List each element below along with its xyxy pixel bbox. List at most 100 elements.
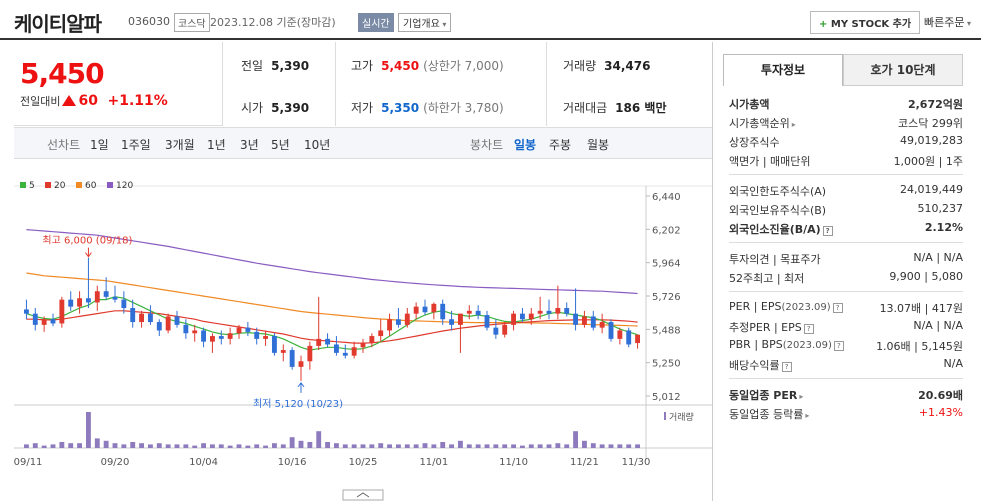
low-price: 저가 5,350 (하한가 3,780)	[351, 101, 504, 115]
candle-body	[511, 313, 517, 325]
candle-body	[59, 299, 65, 324]
candle-weekly[interactable]: 주봉	[549, 138, 572, 152]
help-icon[interactable]: ?	[832, 303, 843, 313]
open-price: 시가 5,390	[241, 101, 310, 115]
candle-body	[342, 352, 348, 356]
quick-order-button[interactable]: 빠른주문 ▾	[924, 14, 971, 30]
help-icon[interactable]: ?	[803, 324, 814, 334]
candle-body	[316, 338, 322, 346]
period-3y[interactable]: 3년	[240, 138, 259, 152]
help-icon[interactable]: ?	[833, 341, 844, 351]
current-price-panel: 5,450 전일대비 60 +1.11%	[14, 42, 222, 126]
volume-bar	[130, 442, 136, 448]
market-badge: 코스닥	[174, 13, 210, 32]
volume-bar	[369, 444, 375, 448]
candle-body	[555, 308, 561, 314]
candle-body	[422, 306, 428, 313]
volume-bar	[360, 444, 366, 448]
y-tick-label: 5,726	[652, 292, 681, 303]
mystock-label: MY STOCK 추가	[830, 19, 912, 30]
period-10y[interactable]: 10년	[304, 138, 331, 152]
realtime-button[interactable]: 실시간	[358, 13, 394, 32]
price-date: 2023.12.08 기준(장마감)	[210, 16, 336, 29]
volume-bar	[608, 444, 614, 448]
candle-body	[280, 350, 286, 353]
volume-bar	[316, 431, 322, 448]
candle-body	[23, 309, 29, 314]
invest-row-label: 외국인소진율(B/A)?	[729, 221, 833, 237]
candle-body	[32, 313, 38, 325]
volume-bar	[466, 444, 472, 448]
prev-close: 전일 5,390	[241, 59, 310, 73]
invest-row: 시가총액순위 ▸ 코스닥 299위	[729, 113, 963, 132]
volume-bar	[209, 444, 215, 448]
quote-grid: 전일 5,390 고가 5,450 (상한가 7,000) 거래량 34,476 시가 5…	[222, 42, 712, 126]
x-tick-label: 10/25	[349, 457, 378, 468]
invest-row-value: N/A | N/A	[913, 251, 963, 264]
candle-body	[298, 361, 304, 367]
chevron-right-icon: ▸	[799, 392, 804, 401]
candle-body	[218, 336, 224, 339]
candle-body	[564, 308, 570, 314]
invest-row-value: N/A	[943, 357, 963, 370]
corp-info-dropdown[interactable]: 기업개요 ▾	[398, 13, 452, 32]
x-tick-label: 11/21	[570, 457, 599, 468]
x-tick-label: 11/30	[622, 457, 651, 468]
invest-row-label[interactable]: 시가총액순위 ▸	[729, 117, 796, 130]
quick-order-label: 빠른주문	[924, 16, 965, 29]
candle-body	[590, 316, 596, 328]
plus-icon: +	[819, 19, 828, 30]
line-chart-label[interactable]: 선차트	[47, 138, 81, 152]
candle-daily[interactable]: 일봉	[514, 138, 537, 152]
period-5y[interactable]: 5년	[271, 138, 290, 152]
volume-bar	[617, 444, 623, 448]
volume-bar	[280, 444, 286, 448]
volume-bar	[50, 444, 56, 448]
volume: 거래량 34,476	[563, 59, 651, 73]
volume-legend-label: 거래량	[669, 411, 694, 423]
candle-body	[183, 324, 189, 334]
candle-body	[617, 330, 623, 339]
y-tick-label: 5,488	[652, 325, 681, 336]
tab-orderbook[interactable]: 호가 10단계	[843, 54, 963, 86]
candle-body	[475, 310, 481, 316]
candle-body	[599, 322, 605, 328]
candle-body	[156, 322, 162, 331]
x-tick-label: 11/01	[419, 457, 448, 468]
candle-chart-label[interactable]: 봉차트	[470, 138, 504, 152]
candle-body	[209, 336, 215, 342]
volume-bar	[440, 442, 446, 448]
candle-body	[68, 299, 74, 307]
volume-bar	[121, 444, 127, 448]
period-1y[interactable]: 1년	[207, 138, 226, 152]
candle-body	[325, 338, 331, 345]
period-1d[interactable]: 1일	[90, 138, 109, 152]
candle-monthly[interactable]: 월봉	[587, 138, 610, 152]
candle-body	[360, 343, 366, 348]
ma-legend-label: 20	[54, 181, 66, 191]
invest-row: 상장주식수 49,019,283	[729, 132, 963, 151]
chevron-down-icon: ▾	[964, 19, 972, 28]
ma-legend-swatch	[107, 182, 113, 188]
period-3m[interactable]: 3개월	[165, 138, 195, 152]
invest-row-sublabel: (2023.09)	[781, 302, 831, 313]
candle-body	[387, 319, 393, 331]
max-arrow-icon	[85, 252, 92, 258]
candle-body	[147, 313, 153, 323]
help-icon[interactable]: ?	[822, 226, 833, 236]
invest-row-label: PER | EPS(2023.09)?	[729, 300, 843, 313]
period-1w[interactable]: 1주일	[121, 138, 151, 152]
volume-bar	[68, 443, 74, 448]
ma-line-ma20	[26, 310, 638, 344]
volume-bar	[289, 437, 295, 448]
tab-invest-info[interactable]: 투자정보	[723, 54, 843, 86]
help-icon[interactable]: ?	[781, 362, 792, 372]
volume-bar	[174, 444, 180, 448]
invest-row-label: 추정PER | EPS?	[729, 319, 814, 335]
invest-row-label[interactable]: 동일업종 등락률 ▸	[729, 408, 810, 421]
invest-row-label[interactable]: 동일업종 PER ▸	[729, 389, 804, 402]
volume-bar	[94, 438, 100, 448]
volume-bar	[227, 445, 233, 448]
candle-body	[546, 310, 552, 314]
mystock-add-button[interactable]: + MY STOCK 추가	[810, 11, 921, 34]
